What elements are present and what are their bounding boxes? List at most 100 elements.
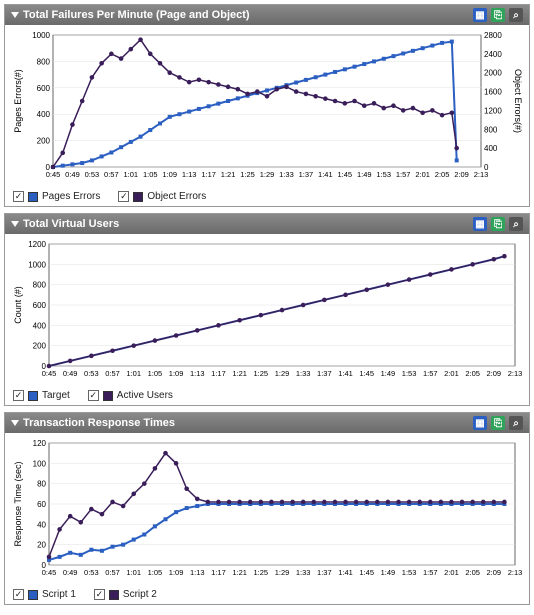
legend-item[interactable]: ✓Object Errors [118, 191, 206, 202]
export-icon[interactable]: ⎘ [491, 8, 505, 22]
series-marker [481, 500, 486, 505]
zoom-icon[interactable]: ⌕ [509, 217, 523, 231]
series-marker [492, 257, 497, 262]
svg-text:1:37: 1:37 [317, 568, 332, 577]
series-marker [430, 44, 434, 48]
legend-swatch [28, 590, 38, 600]
zoom-icon[interactable]: ⌕ [509, 8, 523, 22]
series-marker [265, 88, 269, 92]
series-marker [294, 81, 298, 85]
series-marker [227, 500, 232, 505]
series-marker [502, 500, 507, 505]
series-marker [401, 108, 406, 113]
svg-text:2:01: 2:01 [444, 568, 459, 577]
svg-text:1:29: 1:29 [275, 568, 290, 577]
svg-text:1:57: 1:57 [396, 170, 411, 179]
svg-text:1:45: 1:45 [359, 369, 374, 378]
series-marker [216, 500, 221, 505]
series-marker [119, 145, 123, 149]
series-marker [109, 52, 114, 57]
svg-text:2:13: 2:13 [508, 568, 523, 577]
chart-area: 0200400600800100012000:450:490:530:571:0… [5, 234, 529, 388]
svg-text:1600: 1600 [484, 88, 502, 97]
checkbox-icon[interactable]: ✓ [13, 589, 24, 600]
series-marker [177, 75, 182, 80]
legend-item[interactable]: ✓Active Users [88, 390, 173, 401]
series-marker [142, 533, 146, 537]
series-marker [440, 113, 445, 118]
series-marker [236, 87, 241, 92]
series-marker [109, 150, 113, 154]
zoom-icon[interactable]: ⌕ [509, 416, 523, 430]
series-marker [372, 101, 377, 106]
collapse-icon[interactable] [11, 420, 19, 426]
svg-text:200: 200 [37, 137, 51, 146]
legend-item[interactable]: ✓Target [13, 390, 70, 401]
series-marker [185, 506, 189, 510]
series-marker [119, 56, 124, 61]
collapse-icon[interactable] [11, 221, 19, 227]
series-marker [174, 461, 179, 466]
svg-text:1:13: 1:13 [190, 369, 205, 378]
chart-area: 0204060801001200:450:490:530:571:011:051… [5, 433, 529, 587]
legend-item[interactable]: ✓Script 1 [13, 589, 76, 600]
series-marker [269, 500, 274, 505]
series-marker [195, 497, 200, 502]
svg-text:2:01: 2:01 [415, 170, 430, 179]
series-marker [407, 500, 412, 505]
series-marker [420, 110, 425, 115]
series-marker [70, 122, 75, 127]
series-marker [450, 110, 455, 115]
collapse-icon[interactable] [11, 12, 19, 18]
series-marker [153, 524, 157, 528]
panel-header[interactable]: Transaction Response Times▦⎘⌕ [5, 413, 529, 433]
checkbox-icon[interactable]: ✓ [13, 390, 24, 401]
series-marker [386, 282, 391, 287]
legend-item[interactable]: ✓ Pages Errors [13, 191, 100, 202]
save-icon[interactable]: ▦ [473, 416, 487, 430]
series-marker [216, 82, 221, 87]
save-icon[interactable]: ▦ [473, 8, 487, 22]
svg-text:1:13: 1:13 [182, 170, 197, 179]
svg-text:1:33: 1:33 [296, 568, 311, 577]
svg-text:2:13: 2:13 [508, 369, 523, 378]
svg-text:200: 200 [33, 342, 47, 351]
series-marker [439, 500, 444, 505]
checkbox-icon[interactable]: ✓ [13, 191, 24, 202]
legend-label: Pages Errors [42, 191, 100, 202]
svg-text:800: 800 [37, 57, 51, 66]
series-marker [322, 298, 327, 303]
svg-text:1:37: 1:37 [299, 170, 314, 179]
series-marker [89, 507, 94, 512]
export-icon[interactable]: ⎘ [491, 416, 505, 430]
save-icon[interactable]: ▦ [473, 217, 487, 231]
series-marker [174, 510, 178, 514]
series-marker [343, 500, 348, 505]
series-marker [216, 102, 220, 106]
series-marker [391, 54, 395, 58]
series-marker [301, 500, 306, 505]
series-marker [216, 323, 221, 328]
svg-text:2:09: 2:09 [487, 568, 502, 577]
svg-text:1:01: 1:01 [124, 170, 139, 179]
series-marker [255, 89, 260, 94]
svg-text:0:53: 0:53 [84, 568, 99, 577]
svg-text:1000: 1000 [28, 260, 46, 269]
checkbox-icon[interactable]: ✓ [118, 191, 129, 202]
export-icon[interactable]: ⎘ [491, 217, 505, 231]
legend-item[interactable]: ✓Script 2 [94, 589, 157, 600]
series-marker [167, 70, 172, 75]
svg-text:60: 60 [37, 500, 46, 509]
series-marker [206, 80, 211, 85]
checkbox-icon[interactable]: ✓ [88, 390, 99, 401]
series-marker [333, 500, 338, 505]
svg-text:1:25: 1:25 [254, 369, 269, 378]
svg-text:1:25: 1:25 [240, 170, 255, 179]
svg-text:2:13: 2:13 [474, 170, 489, 179]
chart-svg: 0204060801001200:450:490:530:571:011:051… [9, 437, 525, 587]
panel-header[interactable]: Total Virtual Users▦⎘⌕ [5, 214, 529, 234]
checkbox-icon[interactable]: ✓ [94, 589, 105, 600]
series-marker [470, 262, 475, 267]
series-marker [354, 500, 359, 505]
panel-header[interactable]: Total Failures Per Minute (Page and Obje… [5, 5, 529, 25]
